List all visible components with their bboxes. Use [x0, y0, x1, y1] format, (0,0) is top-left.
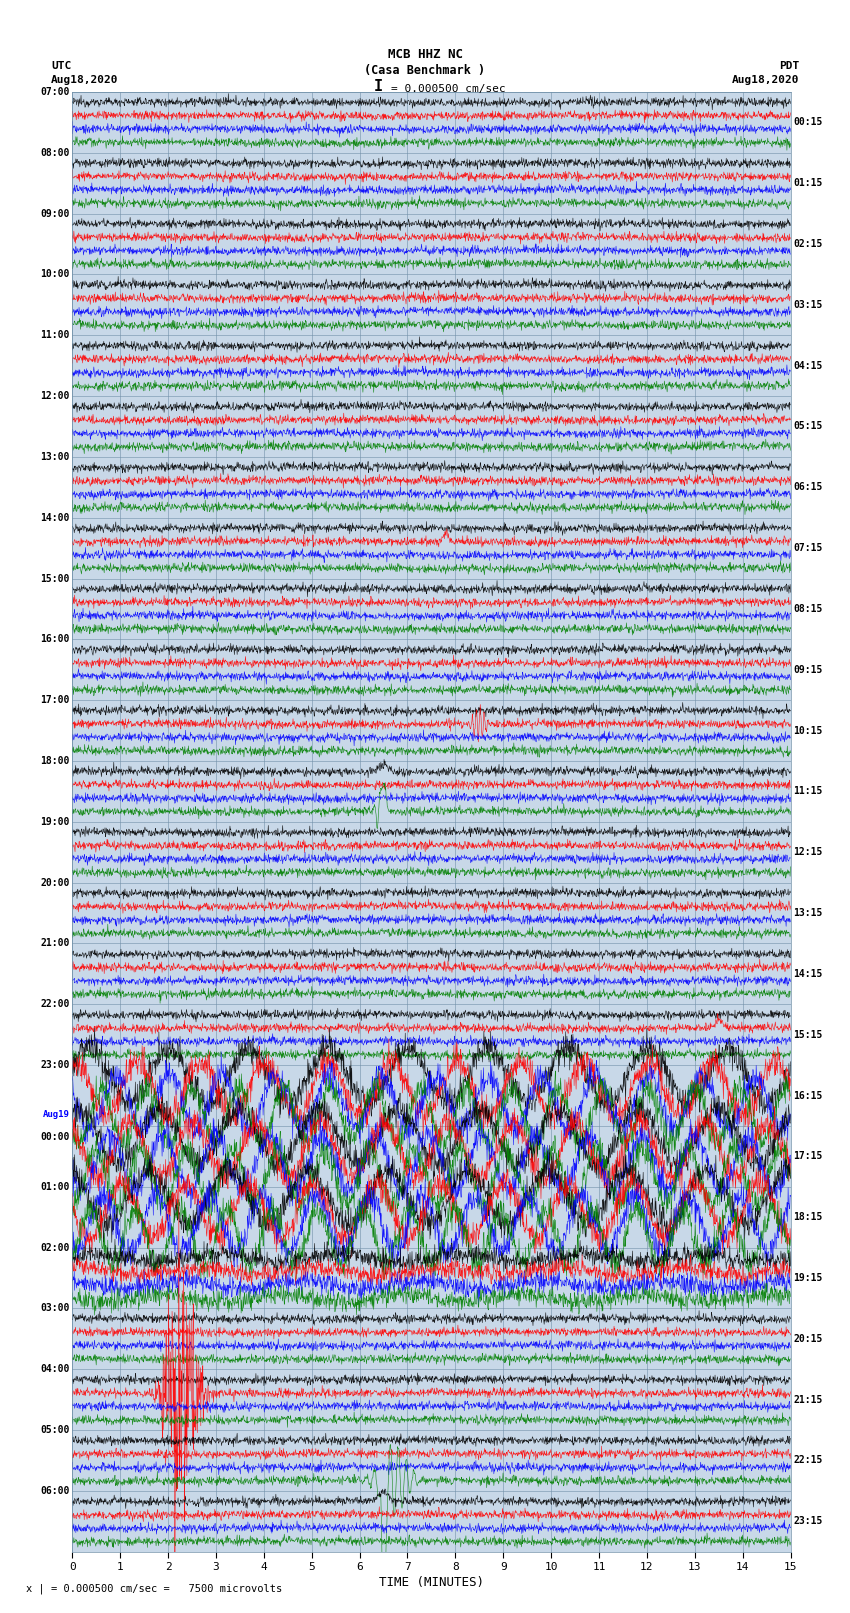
Text: MCB HHZ NC: MCB HHZ NC [388, 48, 462, 61]
Text: 22:00: 22:00 [40, 1000, 70, 1010]
Text: 20:15: 20:15 [793, 1334, 823, 1344]
Text: 23:15: 23:15 [793, 1516, 823, 1526]
Text: 15:00: 15:00 [40, 574, 70, 584]
Text: x | = 0.000500 cm/sec =   7500 microvolts: x | = 0.000500 cm/sec = 7500 microvolts [26, 1582, 281, 1594]
Text: 11:00: 11:00 [40, 331, 70, 340]
Text: I: I [374, 79, 382, 94]
Text: 01:15: 01:15 [793, 177, 823, 189]
Text: 09:15: 09:15 [793, 665, 823, 674]
Text: 03:15: 03:15 [793, 300, 823, 310]
Text: 13:00: 13:00 [40, 452, 70, 461]
Text: 11:15: 11:15 [793, 787, 823, 797]
Text: (Casa Benchmark ): (Casa Benchmark ) [365, 65, 485, 77]
Text: 20:00: 20:00 [40, 877, 70, 887]
Text: 10:15: 10:15 [793, 726, 823, 736]
Text: 17:00: 17:00 [40, 695, 70, 705]
Text: Aug18,2020: Aug18,2020 [51, 76, 118, 85]
Text: 07:00: 07:00 [40, 87, 70, 97]
Text: 15:15: 15:15 [793, 1029, 823, 1040]
Text: 06:15: 06:15 [793, 482, 823, 492]
Text: 01:00: 01:00 [40, 1182, 70, 1192]
Text: 00:15: 00:15 [793, 118, 823, 127]
Text: 08:00: 08:00 [40, 148, 70, 158]
Text: 22:15: 22:15 [793, 1455, 823, 1466]
Text: 19:15: 19:15 [793, 1273, 823, 1282]
Text: 07:15: 07:15 [793, 544, 823, 553]
Text: 12:00: 12:00 [40, 390, 70, 402]
Text: Aug19: Aug19 [42, 1110, 70, 1119]
Text: 05:00: 05:00 [40, 1424, 70, 1436]
Text: 04:15: 04:15 [793, 361, 823, 371]
Text: 02:00: 02:00 [40, 1242, 70, 1253]
Text: 21:00: 21:00 [40, 939, 70, 948]
Text: Aug18,2020: Aug18,2020 [732, 76, 799, 85]
Text: 16:00: 16:00 [40, 634, 70, 644]
Text: 16:15: 16:15 [793, 1090, 823, 1100]
Text: 14:15: 14:15 [793, 969, 823, 979]
Text: 13:15: 13:15 [793, 908, 823, 918]
Text: UTC: UTC [51, 61, 71, 71]
Text: 03:00: 03:00 [40, 1303, 70, 1313]
Text: 19:00: 19:00 [40, 816, 70, 827]
Text: 00:00: 00:00 [40, 1132, 70, 1142]
Text: = 0.000500 cm/sec: = 0.000500 cm/sec [391, 84, 506, 94]
Text: 04:00: 04:00 [40, 1365, 70, 1374]
Text: 06:00: 06:00 [40, 1486, 70, 1495]
Text: 12:15: 12:15 [793, 847, 823, 857]
Text: 10:00: 10:00 [40, 269, 70, 279]
Text: 23:00: 23:00 [40, 1060, 70, 1069]
Text: 08:15: 08:15 [793, 603, 823, 615]
Text: 14:00: 14:00 [40, 513, 70, 523]
Text: 05:15: 05:15 [793, 421, 823, 431]
Text: 02:15: 02:15 [793, 239, 823, 248]
Text: 18:00: 18:00 [40, 756, 70, 766]
Text: 21:15: 21:15 [793, 1395, 823, 1405]
Text: 18:15: 18:15 [793, 1213, 823, 1223]
Text: 09:00: 09:00 [40, 208, 70, 219]
X-axis label: TIME (MINUTES): TIME (MINUTES) [379, 1576, 484, 1589]
Text: PDT: PDT [779, 61, 799, 71]
Text: 17:15: 17:15 [793, 1152, 823, 1161]
